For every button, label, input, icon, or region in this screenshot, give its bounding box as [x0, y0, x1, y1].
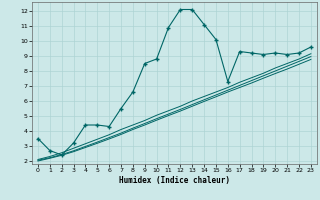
X-axis label: Humidex (Indice chaleur): Humidex (Indice chaleur) — [119, 176, 230, 185]
